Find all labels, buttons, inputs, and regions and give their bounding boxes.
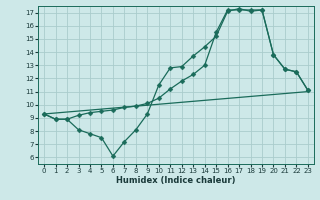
X-axis label: Humidex (Indice chaleur): Humidex (Indice chaleur) (116, 176, 236, 185)
